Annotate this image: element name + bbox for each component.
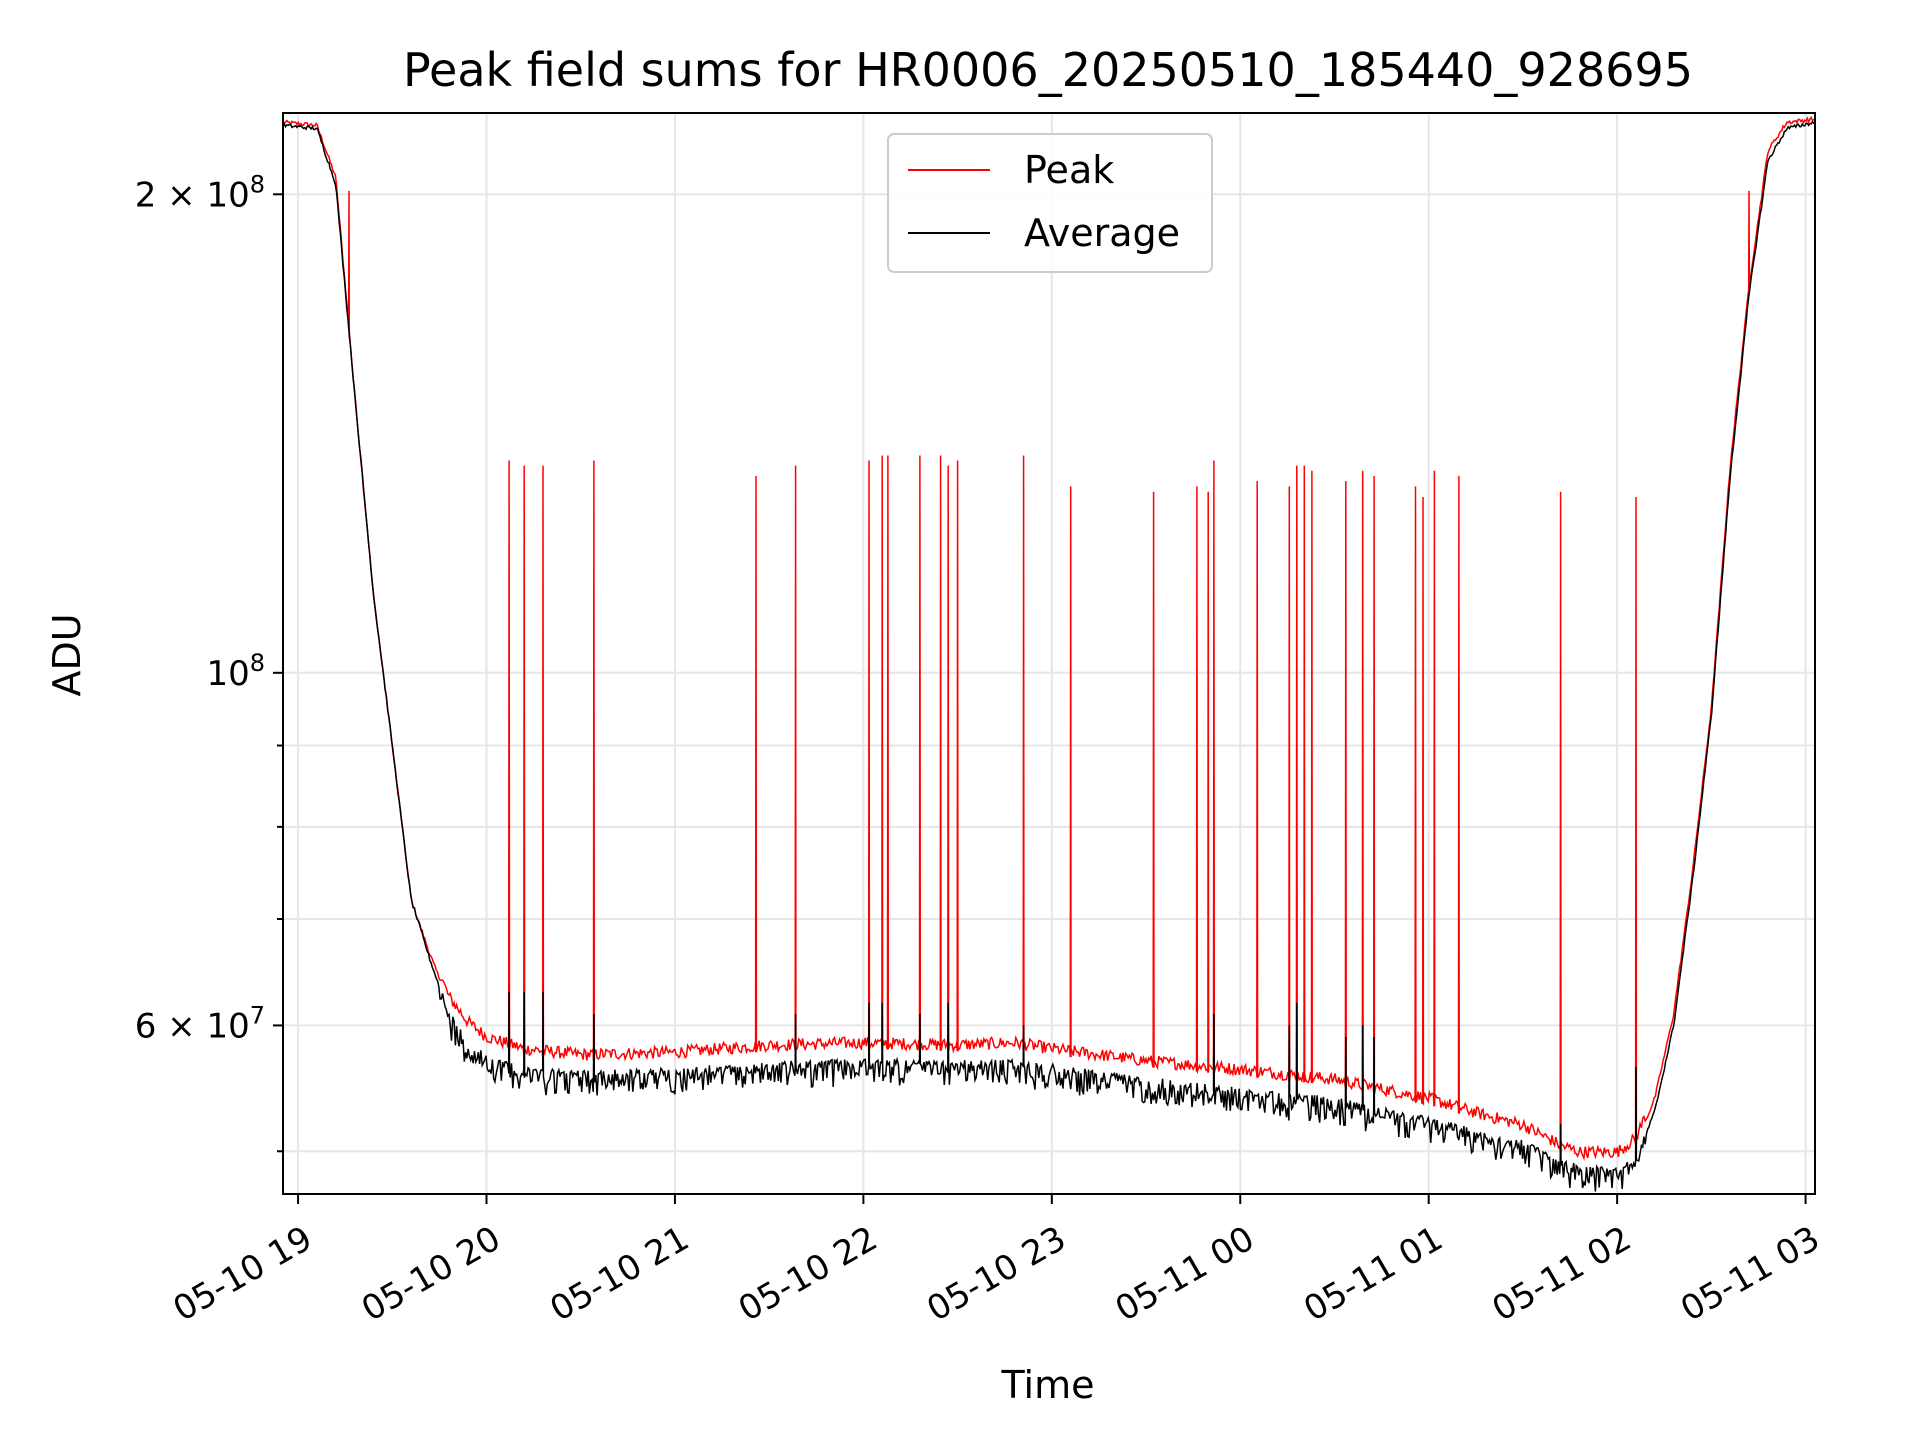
y-axis-label: ADU bbox=[45, 613, 89, 696]
legend-box bbox=[887, 133, 1213, 273]
legend-peak-label: Peak bbox=[1024, 148, 1114, 192]
chart-title: Peak field sums for HR0006_20250510_1854… bbox=[403, 43, 1693, 97]
series-group bbox=[283, 115, 1815, 1192]
x-axis-label: Time bbox=[1001, 1363, 1095, 1407]
legend: Peak Average bbox=[887, 133, 1213, 273]
series-line-peak bbox=[283, 115, 1815, 1161]
series-line-average bbox=[283, 120, 1815, 1192]
y-tick-label: 6 × 107 bbox=[135, 1001, 265, 1046]
plot-frame bbox=[282, 112, 1816, 1195]
y-tick-label: 2 × 108 bbox=[135, 170, 265, 215]
y-tick-label: 108 bbox=[206, 649, 265, 694]
legend-average-label: Average bbox=[1024, 211, 1180, 255]
